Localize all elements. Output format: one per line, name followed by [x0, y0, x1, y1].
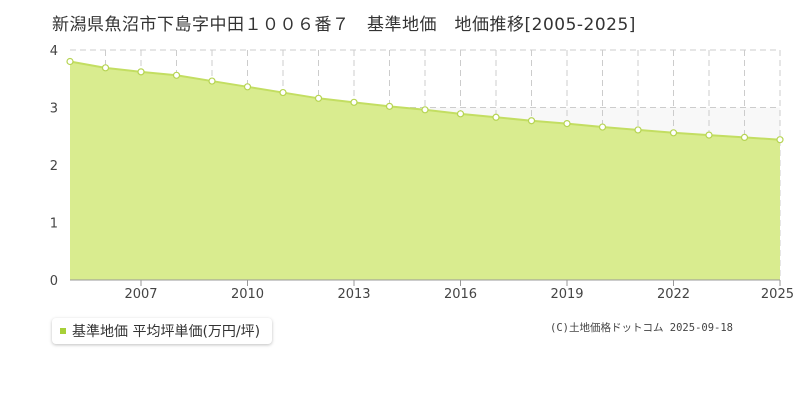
x-tick-label: 2025 — [761, 287, 794, 302]
data-point — [314, 94, 323, 102]
x-tick-label: 2022 — [657, 287, 690, 302]
data-point — [669, 129, 678, 137]
data-point — [527, 117, 536, 125]
data-point — [563, 119, 571, 128]
area-fill — [70, 61, 780, 280]
y-tick-label: 1 — [50, 217, 58, 232]
y-tick-label: 4 — [50, 44, 58, 59]
data-point — [101, 64, 110, 72]
data-point — [385, 102, 394, 110]
x-tick-label: 2013 — [337, 287, 370, 302]
data-point — [243, 83, 252, 91]
data-point — [456, 110, 465, 118]
data-point — [492, 113, 500, 121]
y-tick-label: 3 — [50, 102, 58, 117]
y-tick-labels: 0 1 2 3 4 — [50, 44, 58, 289]
y-tick-label: 2 — [50, 159, 58, 174]
x-tick-labels: 2007 2010 2013 2016 2019 2022 2025 — [124, 280, 794, 302]
legend-label: 基準地価 平均坪単価(万円/坪) — [72, 324, 261, 340]
data-point — [208, 77, 216, 85]
data-point — [705, 131, 713, 139]
legend: 基準地価 平均坪単価(万円/坪) — [52, 318, 273, 344]
data-point — [350, 98, 358, 106]
data-point — [137, 68, 145, 76]
legend-swatch — [60, 328, 66, 334]
data-point — [634, 126, 642, 134]
y-tick-label: 0 — [50, 274, 58, 289]
x-tick-label: 2016 — [444, 287, 477, 302]
data-point — [421, 106, 429, 114]
data-point — [279, 88, 287, 97]
x-tick-label: 2019 — [550, 287, 583, 302]
page-title: 新潟県魚沼市下島字中田１００６番７ 基準地価 地価推移[2005-2025] — [52, 15, 636, 35]
copyright-text: (C)土地価格ドットコム 2025-09-18 — [550, 322, 734, 334]
data-points — [66, 57, 784, 144]
data-point — [598, 123, 607, 131]
x-tick-label: 2010 — [231, 287, 264, 302]
data-point — [740, 133, 749, 141]
data-point — [66, 57, 74, 66]
data-point — [172, 71, 181, 79]
data-point — [776, 136, 784, 144]
x-tick-label: 2007 — [124, 287, 157, 302]
